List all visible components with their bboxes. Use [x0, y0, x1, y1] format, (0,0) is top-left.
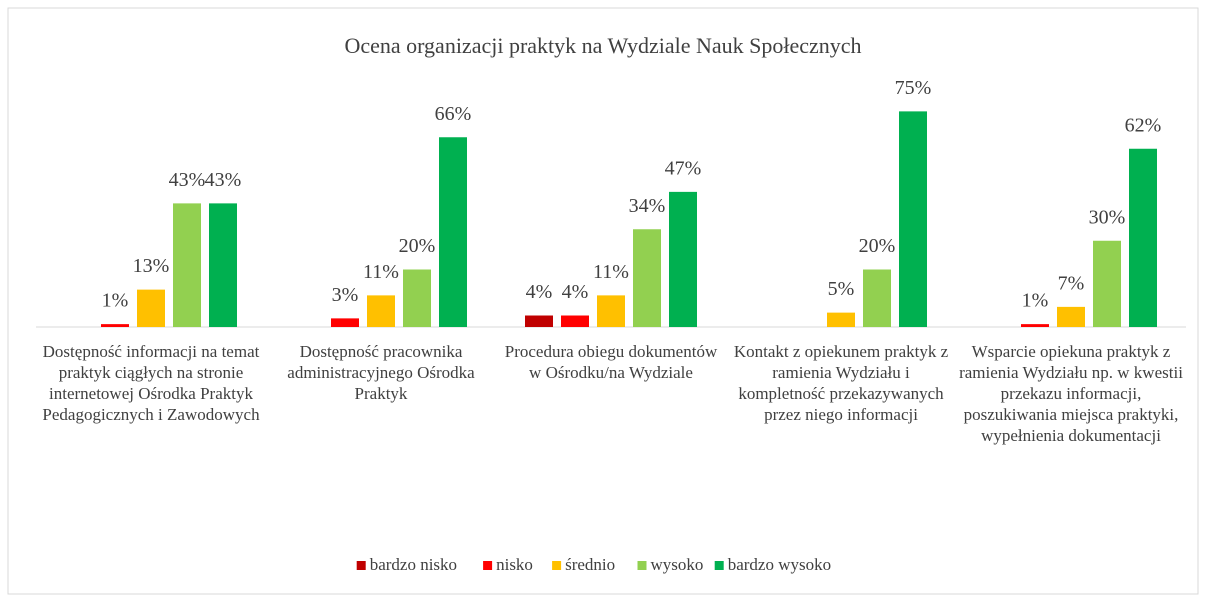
bar	[827, 312, 855, 327]
data-label: 1%	[1022, 290, 1049, 312]
x-tick-label: Dostępność pracownika administracyjnego …	[287, 342, 475, 403]
data-label: 13%	[133, 255, 170, 277]
legend-label: bardzo wysoko	[728, 555, 831, 574]
data-label: 43%	[205, 169, 242, 191]
data-label: 62%	[1125, 114, 1162, 136]
data-label: 66%	[435, 103, 472, 125]
legend-swatch	[714, 561, 724, 570]
x-tick-label: Wsparcie opiekuna praktyk z ramienia Wyd…	[959, 342, 1183, 445]
x-tick-label: Dostępność informacji na temat praktyk c…	[42, 342, 260, 424]
bar	[1093, 240, 1121, 327]
data-label: 75%	[895, 77, 932, 99]
bar	[669, 191, 697, 327]
data-label: 11%	[593, 261, 629, 283]
bar	[863, 269, 891, 327]
chart-title: Ocena organizacji praktyk na Wydziale Na…	[344, 33, 861, 58]
bar	[331, 318, 359, 327]
x-tick-label: Procedura obiegu dokumentów w Ośrodku/na…	[504, 342, 718, 382]
bar	[1021, 324, 1049, 327]
x-tick-label-box: Dostępność informacji na temat praktyk c…	[42, 342, 260, 424]
legend-swatch	[483, 561, 493, 570]
bar	[1057, 306, 1085, 327]
legend-label: średnio	[565, 555, 615, 574]
data-label: 3%	[332, 284, 359, 306]
legend-swatch	[356, 561, 366, 570]
data-label: 34%	[629, 195, 666, 217]
bar	[597, 295, 625, 327]
legend-label: bardzo nisko	[370, 555, 457, 574]
legend-label: wysoko	[651, 555, 704, 574]
legend-label: nisko	[496, 555, 533, 574]
data-label: 4%	[562, 281, 589, 303]
data-label: 30%	[1089, 206, 1126, 228]
legend-swatch	[637, 561, 647, 570]
x-tick-label-box: Wsparcie opiekuna praktyk z ramienia Wyd…	[959, 342, 1183, 445]
data-label: 20%	[399, 235, 436, 257]
legend-swatch	[552, 561, 562, 570]
bar	[561, 315, 589, 327]
bar	[403, 269, 431, 327]
x-tick-label: Kontakt z opiekunem praktyk z ramienia W…	[733, 342, 949, 424]
bar	[101, 324, 129, 327]
bar	[439, 137, 467, 327]
data-label: 47%	[665, 157, 702, 179]
bar	[899, 111, 927, 327]
data-label: 7%	[1058, 272, 1085, 294]
bar	[1129, 148, 1157, 327]
bar	[633, 229, 661, 327]
bar	[137, 289, 165, 327]
data-label: 43%	[169, 169, 206, 191]
bar	[209, 203, 237, 327]
data-label: 4%	[526, 281, 553, 303]
bar	[173, 203, 201, 327]
x-tick-label-box: Procedura obiegu dokumentów w Ośrodku/na…	[504, 342, 718, 382]
x-tick-label-box: Dostępność pracownika administracyjnego …	[287, 342, 475, 403]
data-label: 20%	[859, 235, 896, 257]
bar	[367, 295, 395, 327]
x-tick-label-box: Kontakt z opiekunem praktyk z ramienia W…	[733, 342, 949, 424]
data-label: 1%	[102, 290, 129, 312]
data-label: 11%	[363, 261, 399, 283]
data-label: 5%	[828, 278, 855, 300]
bar	[525, 315, 553, 327]
